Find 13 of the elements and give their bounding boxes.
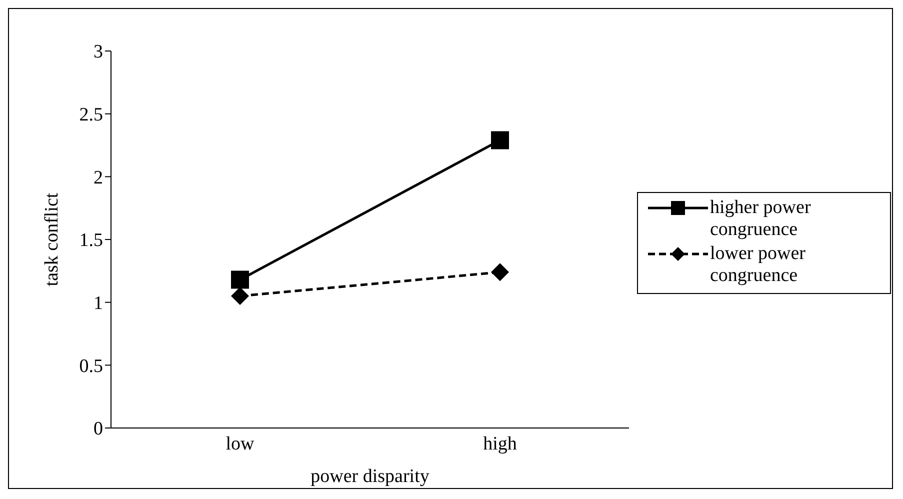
legend-label: lower power congruence	[710, 243, 806, 287]
x-tick-label: high	[483, 433, 518, 454]
y-tick-label: 1	[94, 293, 103, 314]
y-tick-label: 2.5	[79, 104, 103, 126]
y-tick-label: 1.5	[79, 230, 103, 252]
x-tick-label: low	[226, 433, 255, 454]
y-tick-label: 3	[94, 42, 103, 63]
y-tick-label: 0.5	[79, 356, 103, 377]
x-axis-title: power disparity	[310, 466, 430, 487]
chart-border: low high power disparity 0 0.5 1 1.5 2 2.5 3 task conflict higher power congruence lower power congruence	[8, 8, 893, 489]
y-tick-label: 2	[94, 167, 103, 188]
y-axis-title: task conflict	[42, 192, 63, 286]
y-tick-label: 0	[94, 418, 103, 440]
